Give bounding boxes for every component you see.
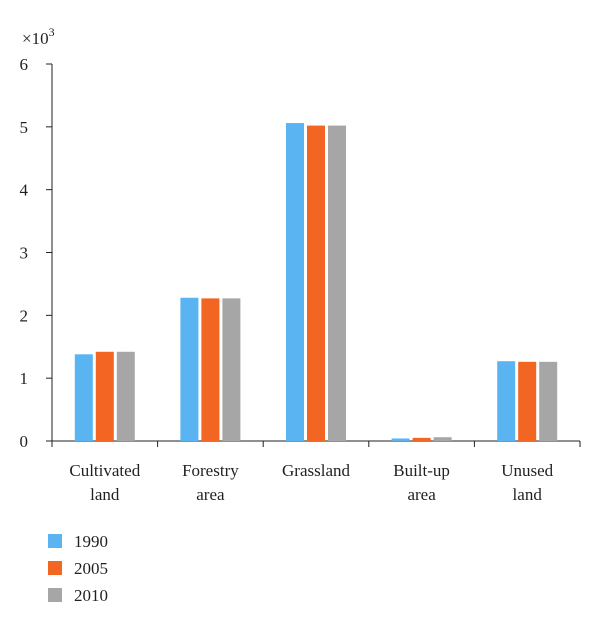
bar-2010-2 — [328, 125, 346, 442]
y-tick-label: 1 — [20, 369, 29, 388]
x-tick-label: Built-up area — [393, 461, 450, 504]
y-tick-label: 2 — [20, 306, 29, 325]
x-tick-label-line: Cultivated — [69, 461, 140, 480]
legend-swatch — [48, 561, 62, 575]
bar-2010-4 — [539, 361, 558, 441]
x-tick-label-line: Forestry — [182, 461, 239, 480]
y-ticks: 0 1 2 3 4 5 6 — [20, 55, 52, 451]
x-tick-label: Forestry area — [182, 461, 239, 504]
x-tick-label-line: area — [196, 485, 225, 504]
x-tick-label-line: area — [407, 485, 436, 504]
bar-2005-2 — [307, 125, 325, 442]
bar-2005-0 — [95, 351, 114, 441]
x-tick-label-line: land — [90, 485, 120, 504]
y-axis-multiplier-base: ×10 — [22, 29, 49, 48]
y-tick-label: 5 — [20, 118, 29, 137]
bar-2010-3 — [433, 437, 452, 441]
bar-1990-0 — [74, 354, 93, 441]
x-axis: Cultivated land Forestry area Grassland Built… — [51, 440, 581, 504]
x-tick-label: Grassland — [282, 461, 350, 480]
bar-1990-4 — [497, 361, 516, 441]
bars — [74, 123, 558, 442]
y-tick-label: 6 — [20, 55, 29, 74]
bar-2005-4 — [518, 361, 537, 441]
bar-2010-1 — [222, 298, 241, 441]
legend-swatch — [48, 588, 62, 602]
legend-label: 1990 — [74, 532, 108, 551]
bar-2005-1 — [201, 298, 220, 441]
bar-2010-0 — [116, 351, 135, 441]
bar-1990-2 — [286, 123, 304, 442]
y-axis-multiplier-exponent: 3 — [49, 25, 55, 39]
legend-label: 2010 — [74, 586, 108, 605]
y-tick-label: 4 — [20, 181, 29, 200]
x-tick-label: Cultivated land — [69, 461, 140, 504]
x-tick-label-line: Unused — [501, 461, 553, 480]
x-tick-label-line: land — [513, 485, 543, 504]
x-ticks: Cultivated land Forestry area Grassland Built… — [51, 441, 581, 504]
legend: 1990 2005 2010 — [48, 532, 108, 605]
y-tick-label: 3 — [20, 244, 29, 263]
legend-label: 2005 — [74, 559, 108, 578]
bar-1990-1 — [180, 297, 199, 441]
x-tick-label-line: Built-up — [393, 461, 450, 480]
y-tick-label: 0 — [20, 432, 29, 451]
legend-swatch — [48, 534, 62, 548]
x-tick-label: Unused land — [501, 461, 553, 504]
y-axis-multiplier: ×103 — [22, 25, 55, 48]
x-tick-label-line: Grassland — [282, 461, 350, 480]
bar-1990-3 — [391, 438, 410, 441]
bar-2005-3 — [412, 437, 431, 441]
